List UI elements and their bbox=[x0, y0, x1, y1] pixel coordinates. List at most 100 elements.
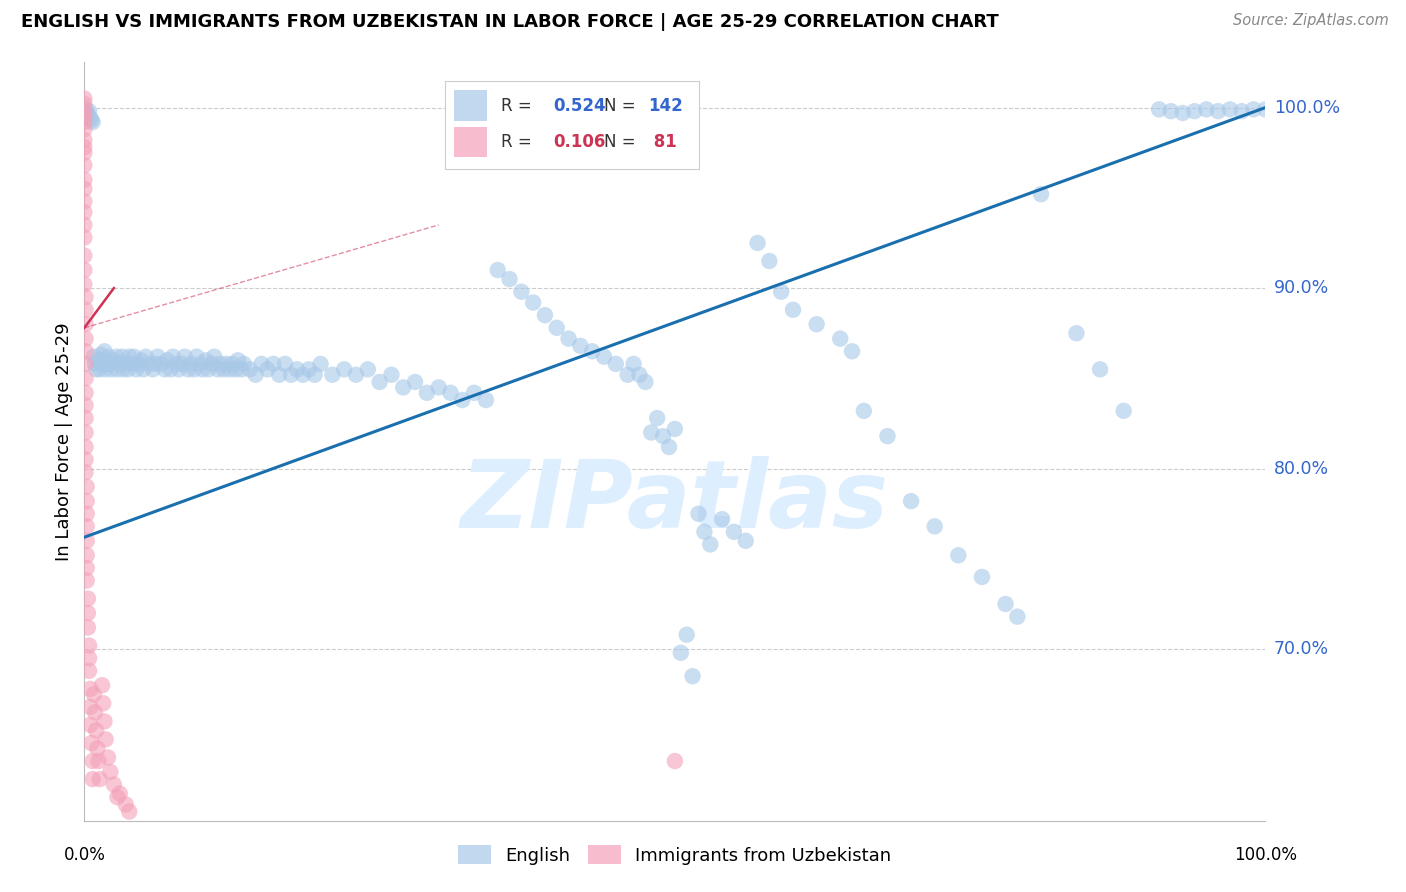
Point bbox=[129, 353, 152, 368]
Point bbox=[711, 512, 734, 526]
Point bbox=[132, 362, 155, 376]
Point bbox=[498, 272, 520, 286]
Point bbox=[1206, 104, 1229, 119]
Point bbox=[221, 357, 243, 371]
Point bbox=[118, 805, 141, 819]
Point bbox=[73, 205, 96, 219]
Point bbox=[581, 344, 603, 359]
Point bbox=[640, 425, 662, 440]
Point bbox=[1066, 326, 1088, 341]
Point bbox=[1007, 609, 1029, 624]
Point bbox=[93, 344, 115, 359]
Point bbox=[76, 519, 98, 533]
Point bbox=[73, 145, 96, 160]
Point bbox=[699, 537, 721, 551]
Point bbox=[380, 368, 402, 382]
Point bbox=[79, 112, 101, 126]
Point bbox=[734, 533, 756, 548]
Point bbox=[94, 732, 117, 747]
Point bbox=[188, 357, 211, 371]
Point bbox=[90, 348, 112, 362]
Bar bbox=[454, 127, 486, 157]
Point bbox=[758, 254, 780, 268]
Point bbox=[645, 411, 668, 425]
Text: 0.106: 0.106 bbox=[553, 133, 606, 151]
Point bbox=[75, 357, 97, 371]
Point bbox=[89, 362, 111, 376]
FancyBboxPatch shape bbox=[444, 81, 699, 169]
Point bbox=[77, 639, 100, 653]
Point bbox=[593, 350, 616, 364]
Point bbox=[125, 362, 148, 376]
Point bbox=[723, 524, 745, 539]
Point bbox=[82, 115, 104, 129]
Point bbox=[557, 332, 579, 346]
Point bbox=[451, 392, 474, 407]
Point bbox=[427, 380, 450, 394]
Point bbox=[98, 764, 121, 779]
Point bbox=[156, 353, 179, 368]
Bar bbox=[454, 90, 486, 120]
Point bbox=[76, 507, 98, 521]
Point bbox=[73, 122, 96, 136]
Point bbox=[207, 362, 229, 376]
Point bbox=[183, 362, 205, 376]
Point bbox=[84, 362, 107, 376]
Point bbox=[118, 350, 141, 364]
Point bbox=[80, 113, 103, 128]
Point bbox=[103, 778, 125, 792]
Point bbox=[73, 173, 96, 187]
Point bbox=[439, 385, 461, 400]
Text: N =: N = bbox=[605, 133, 636, 151]
Point bbox=[298, 362, 321, 376]
Point bbox=[852, 404, 875, 418]
Point bbox=[84, 706, 107, 720]
Point bbox=[100, 362, 122, 376]
Point bbox=[77, 591, 100, 606]
Point bbox=[167, 362, 190, 376]
Point bbox=[1171, 106, 1194, 120]
Point bbox=[84, 723, 107, 738]
Point bbox=[269, 368, 291, 382]
Point bbox=[75, 103, 97, 117]
Point bbox=[73, 133, 96, 147]
Point bbox=[173, 350, 195, 364]
Point bbox=[75, 452, 97, 467]
Point bbox=[876, 429, 898, 443]
Point bbox=[73, 91, 96, 105]
Point bbox=[77, 664, 100, 678]
Point bbox=[486, 263, 509, 277]
Point bbox=[77, 606, 100, 620]
Point bbox=[114, 797, 136, 812]
Point bbox=[73, 158, 96, 172]
Point bbox=[93, 714, 115, 729]
Point bbox=[83, 350, 105, 364]
Point bbox=[84, 357, 107, 371]
Point bbox=[73, 194, 96, 209]
Point bbox=[623, 357, 645, 371]
Point bbox=[75, 385, 97, 400]
Point bbox=[186, 350, 208, 364]
Point bbox=[82, 772, 104, 786]
Point bbox=[75, 317, 97, 331]
Point bbox=[83, 687, 105, 701]
Text: 100.0%: 100.0% bbox=[1234, 846, 1296, 863]
Point bbox=[76, 494, 98, 508]
Point bbox=[112, 362, 135, 376]
Point bbox=[97, 350, 120, 364]
Point bbox=[534, 308, 557, 322]
Point bbox=[652, 429, 675, 443]
Point bbox=[226, 353, 249, 368]
Point bbox=[103, 353, 125, 368]
Y-axis label: In Labor Force | Age 25-29: In Labor Force | Age 25-29 bbox=[55, 322, 73, 561]
Point bbox=[1230, 104, 1253, 119]
Point bbox=[195, 353, 218, 368]
Point bbox=[73, 182, 96, 196]
Point bbox=[416, 385, 439, 400]
Point bbox=[128, 357, 150, 371]
Point bbox=[91, 678, 114, 692]
Point bbox=[87, 754, 110, 768]
Text: ENGLISH VS IMMIGRANTS FROM UZBEKISTAN IN LABOR FORCE | AGE 25-29 CORRELATION CHA: ENGLISH VS IMMIGRANTS FROM UZBEKISTAN IN… bbox=[21, 13, 998, 31]
Point bbox=[98, 357, 121, 371]
Point bbox=[262, 357, 284, 371]
